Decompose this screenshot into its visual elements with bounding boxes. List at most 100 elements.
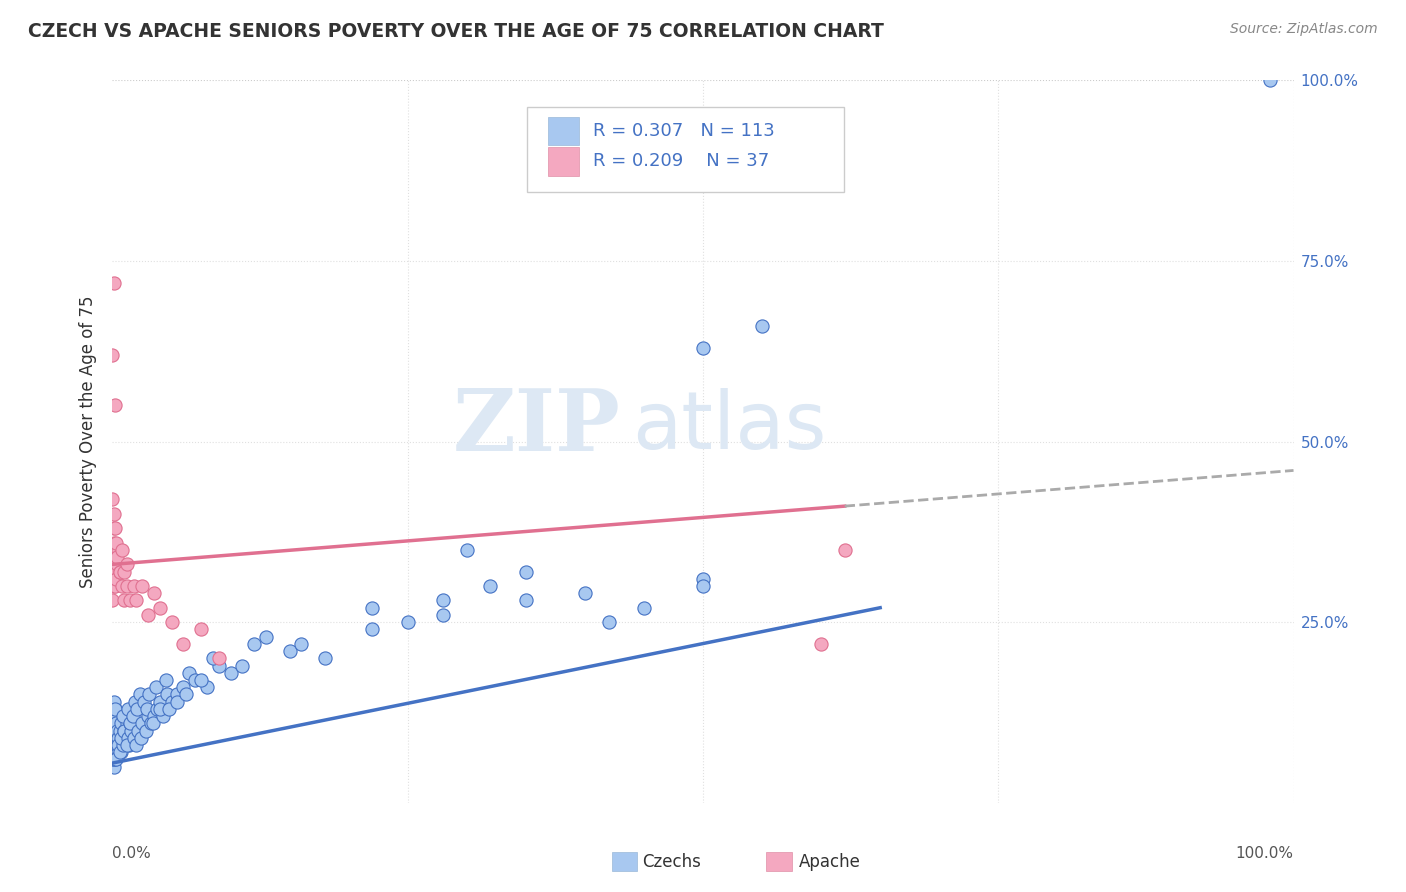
Czechs: [174, 687, 197, 701]
Apache: [103, 579, 125, 593]
Czechs: [515, 565, 537, 579]
Czechs: [278, 644, 301, 658]
Czechs: [107, 745, 129, 759]
Czechs: [138, 687, 160, 701]
Czechs: [103, 723, 125, 738]
Apache: [122, 579, 145, 593]
Apache: [105, 550, 128, 565]
Apache: [103, 507, 125, 521]
Czechs: [314, 651, 336, 665]
Text: 100.0%: 100.0%: [1236, 847, 1294, 861]
Text: CZECH VS APACHE SENIORS POVERTY OVER THE AGE OF 75 CORRELATION CHART: CZECH VS APACHE SENIORS POVERTY OVER THE…: [28, 22, 884, 41]
Czechs: [101, 738, 124, 752]
Czechs: [195, 680, 218, 694]
Czechs: [156, 687, 179, 701]
Czechs: [135, 723, 157, 738]
Czechs: [101, 709, 124, 723]
Czechs: [166, 695, 188, 709]
Apache: [112, 593, 135, 607]
Apache: [108, 565, 131, 579]
Czechs: [432, 607, 454, 622]
Apache: [834, 542, 856, 557]
Czechs: [141, 716, 163, 731]
Czechs: [103, 752, 125, 766]
Apache: [104, 579, 127, 593]
Czechs: [105, 745, 128, 759]
Czechs: [160, 695, 183, 709]
Czechs: [157, 702, 180, 716]
Apache: [101, 593, 124, 607]
Czechs: [190, 673, 212, 687]
Apache: [190, 623, 212, 637]
Czechs: [108, 745, 131, 759]
Apache: [104, 565, 127, 579]
Czechs: [120, 716, 142, 731]
Czechs: [105, 752, 128, 766]
Czechs: [104, 731, 127, 745]
Czechs: [145, 680, 167, 694]
Czechs: [114, 723, 136, 738]
Apache: [104, 521, 127, 535]
Czechs: [172, 680, 194, 694]
Czechs: [128, 687, 150, 701]
Czechs: [692, 572, 714, 586]
Apache: [103, 521, 125, 535]
Czechs: [107, 731, 129, 745]
Czechs: [692, 341, 714, 355]
Text: atlas: atlas: [633, 388, 827, 467]
Czechs: [105, 738, 128, 752]
Czechs: [118, 738, 141, 752]
Czechs: [129, 731, 152, 745]
Czechs: [142, 716, 165, 731]
Czechs: [146, 702, 169, 716]
Czechs: [751, 318, 773, 333]
Czechs: [112, 723, 135, 738]
Czechs: [103, 716, 125, 731]
Czechs: [103, 695, 125, 709]
Czechs: [120, 716, 142, 731]
Czechs: [155, 673, 177, 687]
Czechs: [142, 709, 165, 723]
Czechs: [127, 702, 149, 716]
Czechs: [124, 695, 146, 709]
Czechs: [104, 702, 127, 716]
Czechs: [103, 709, 125, 723]
Apache: [160, 615, 183, 630]
Apache: [142, 586, 165, 600]
Czechs: [112, 738, 135, 752]
Czechs: [121, 709, 143, 723]
Czechs: [136, 709, 159, 723]
Czechs: [105, 723, 128, 738]
Text: Source: ZipAtlas.com: Source: ZipAtlas.com: [1230, 22, 1378, 37]
Apache: [111, 579, 134, 593]
Czechs: [104, 702, 127, 716]
Apache: [172, 637, 194, 651]
Czechs: [184, 673, 207, 687]
Czechs: [149, 702, 172, 716]
Czechs: [134, 695, 156, 709]
Czechs: [111, 738, 134, 752]
Czechs: [149, 695, 172, 709]
Czechs: [117, 731, 139, 745]
Apache: [125, 593, 148, 607]
Apache: [101, 348, 124, 362]
Czechs: [108, 723, 131, 738]
Czechs: [201, 651, 224, 665]
Czechs: [112, 709, 135, 723]
Apache: [115, 558, 138, 572]
Czechs: [105, 745, 128, 759]
Czechs: [104, 738, 127, 752]
Czechs: [456, 542, 478, 557]
Apache: [120, 593, 142, 607]
Czechs: [110, 716, 132, 731]
Czechs: [243, 637, 266, 651]
Czechs: [105, 723, 128, 738]
Czechs: [598, 615, 620, 630]
Czechs: [361, 600, 384, 615]
Czechs: [104, 752, 127, 766]
Text: R = 0.307   N = 113: R = 0.307 N = 113: [593, 122, 775, 140]
Czechs: [110, 745, 132, 759]
Czechs: [105, 723, 128, 738]
Czechs: [633, 600, 655, 615]
Czechs: [103, 760, 125, 774]
